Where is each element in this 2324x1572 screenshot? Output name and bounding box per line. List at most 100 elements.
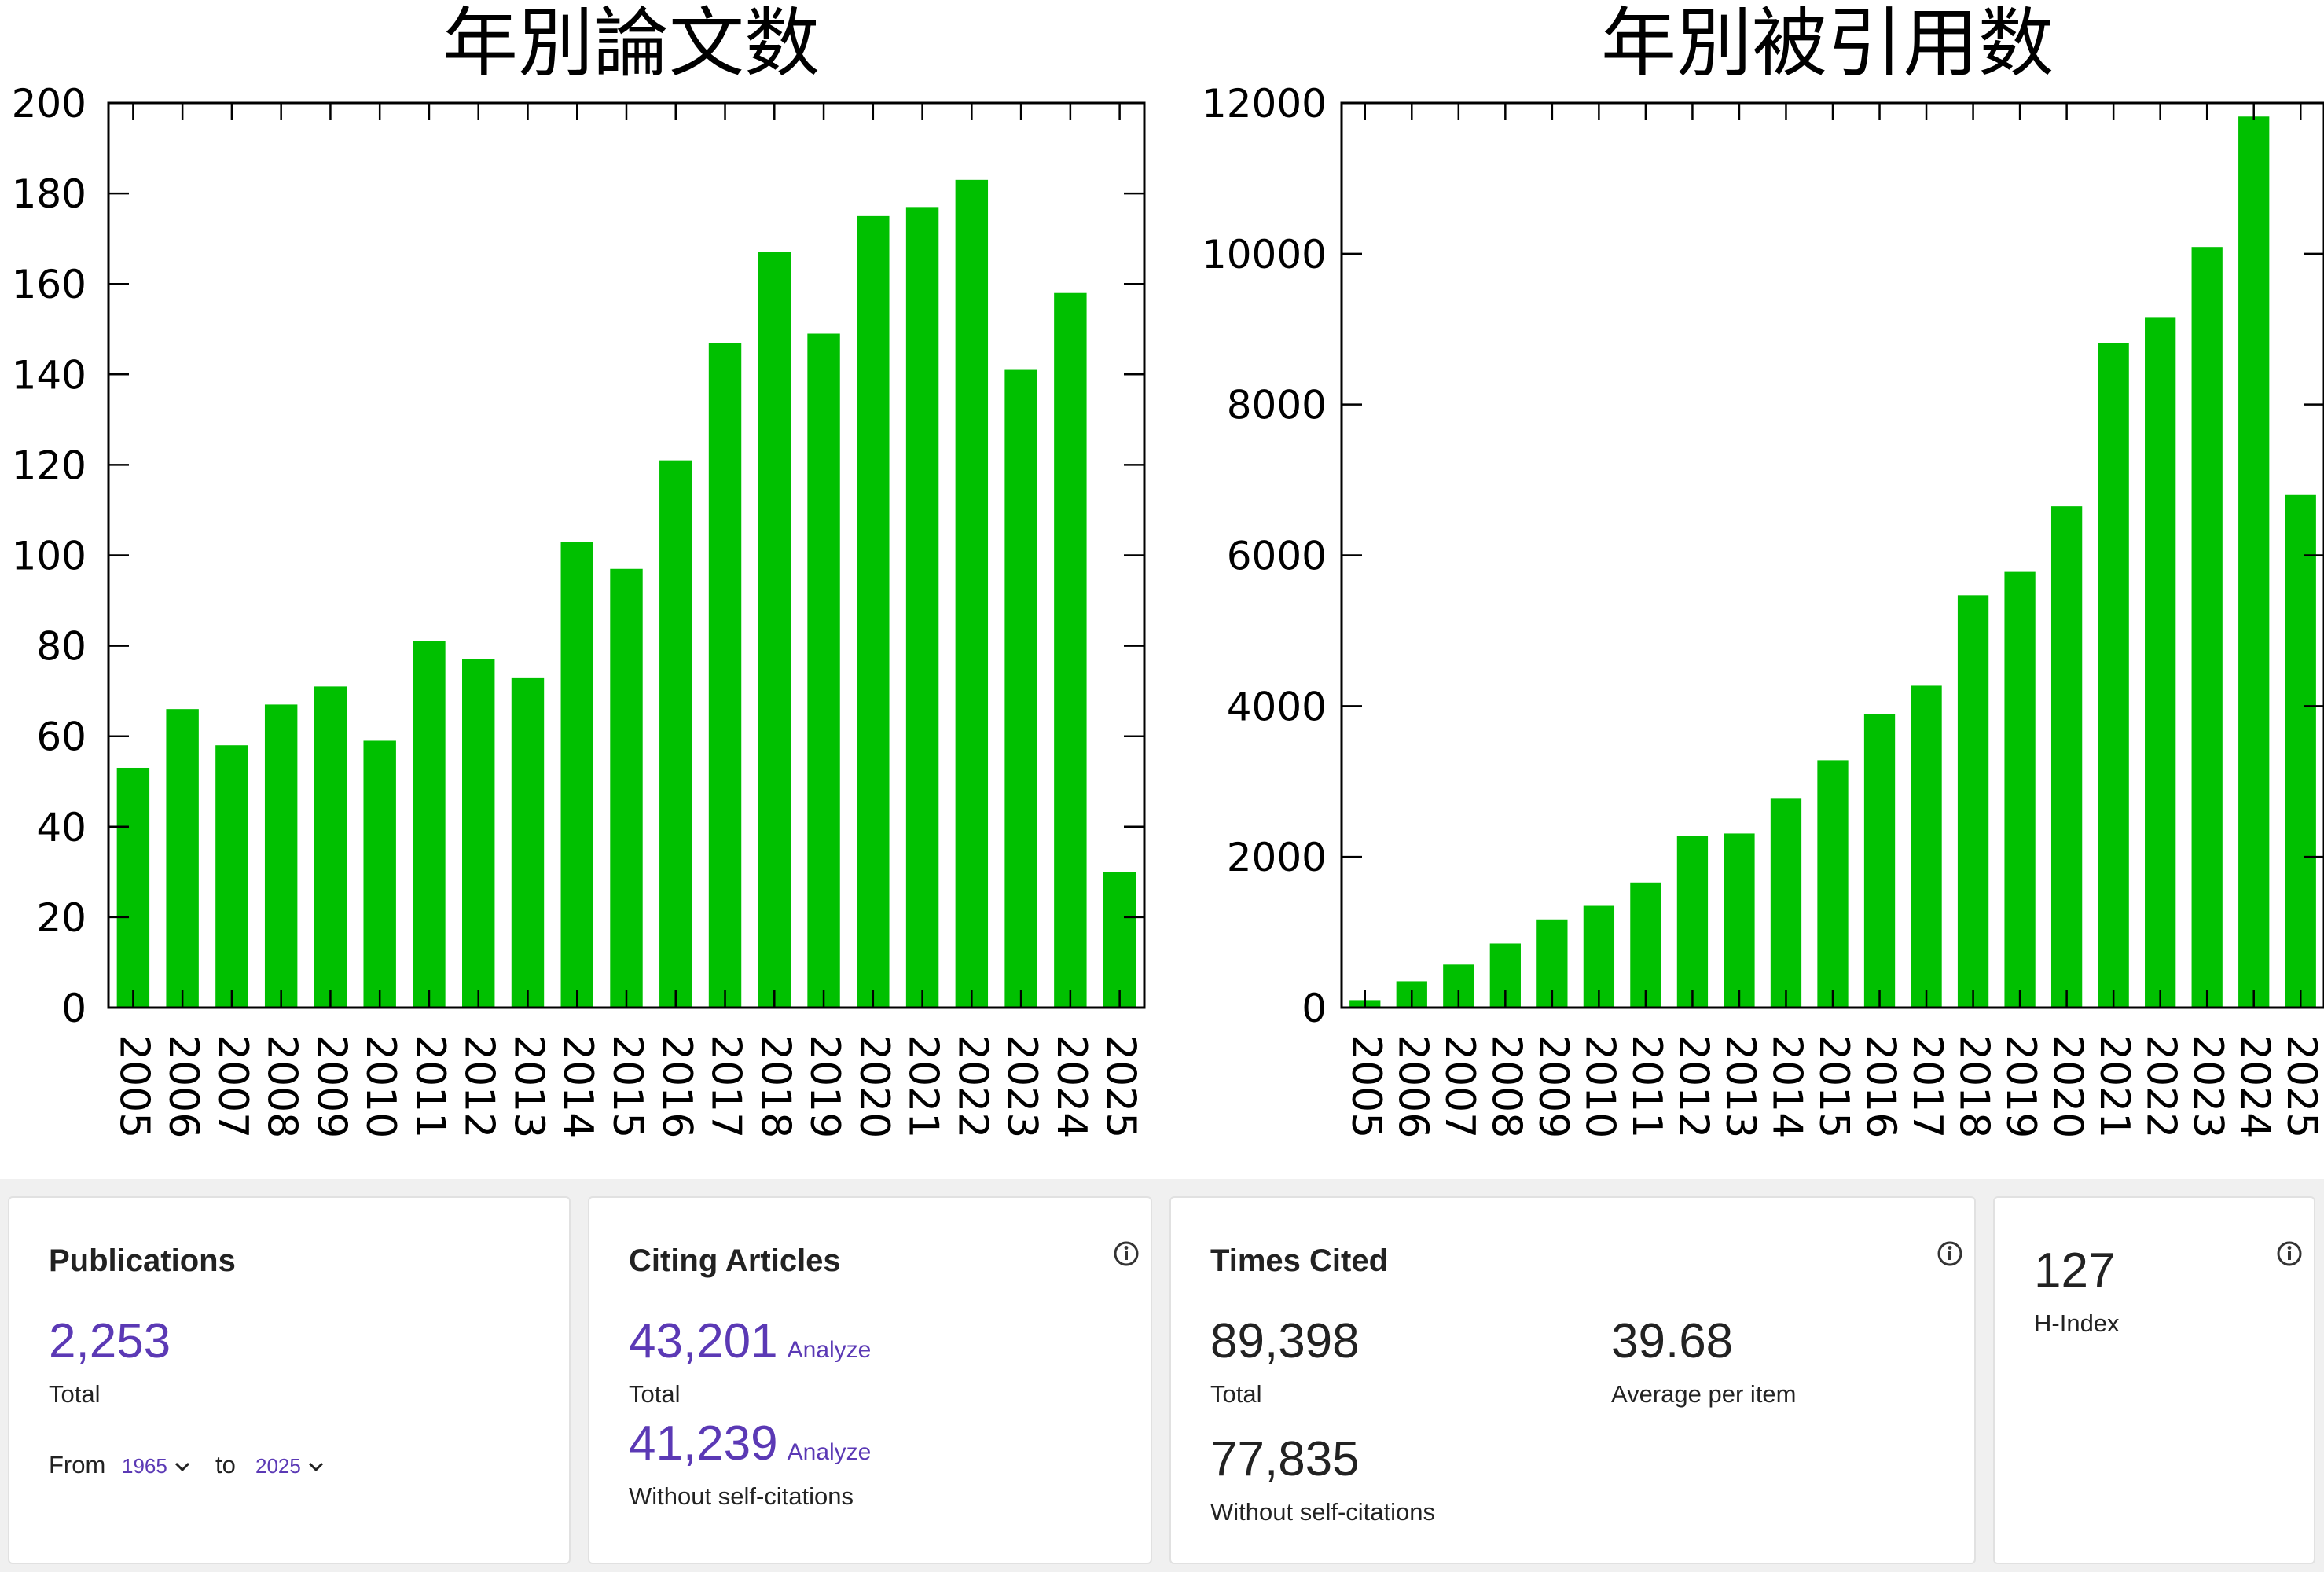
x-tick-label: 2018 <box>1951 1034 1998 1138</box>
x-tick-label: 2017 <box>703 1034 750 1138</box>
bar-2012 <box>462 659 495 1008</box>
bar-2018 <box>758 252 791 1008</box>
x-tick-label: 2006 <box>160 1034 207 1138</box>
times-cited-without-self: 77,835 <box>1210 1432 1360 1486</box>
analyze-link-without-self[interactable]: Analyze <box>787 1439 872 1465</box>
x-tick-label: 2019 <box>801 1034 848 1138</box>
bar-2013 <box>511 677 545 1008</box>
y-tick-label: 10000 <box>1202 232 1327 277</box>
publications-card: Publications 2,253 Total From 1965 to 20… <box>8 1196 571 1564</box>
info-icon[interactable] <box>1937 1240 1963 1267</box>
bar-2022 <box>955 179 989 1008</box>
bar-2006 <box>166 709 199 1008</box>
x-tick-label: 2018 <box>751 1034 799 1138</box>
y-tick-label: 80 <box>36 624 86 670</box>
bar-2016 <box>1863 714 1896 1008</box>
info-icon[interactable] <box>1113 1240 1140 1267</box>
bar-2009 <box>314 686 347 1008</box>
publications-title: Publications <box>49 1243 236 1278</box>
bar-2015 <box>610 568 643 1008</box>
average-per-item: 39.68 <box>1611 1314 1734 1368</box>
y-tick-label: 60 <box>36 714 86 760</box>
bar-2017 <box>708 343 742 1008</box>
bar-2023 <box>2191 247 2223 1008</box>
x-tick-label: 2007 <box>1436 1034 1483 1138</box>
h-index-card: 127 H-Index <box>1993 1196 2315 1564</box>
bar-2021 <box>2098 343 2129 1008</box>
x-tick-label: 2013 <box>505 1034 552 1138</box>
bar-2008 <box>264 704 298 1008</box>
bar-2017 <box>1911 685 1942 1008</box>
x-tick-label: 2023 <box>998 1034 1045 1138</box>
x-tick-label: 2005 <box>110 1034 157 1138</box>
y-tick-label: 0 <box>61 986 86 1031</box>
x-tick-label: 2025 <box>1097 1034 1144 1138</box>
citing-articles-title: Citing Articles <box>629 1243 841 1278</box>
info-icon[interactable] <box>2276 1240 2303 1267</box>
y-tick-label: 8000 <box>1227 383 1327 428</box>
y-tick-label: 12000 <box>1202 81 1327 127</box>
x-tick-label: 2013 <box>1716 1034 1764 1138</box>
to-label: to <box>215 1451 236 1478</box>
y-tick-label: 20 <box>36 895 86 941</box>
y-tick-label: 140 <box>12 352 86 398</box>
chart-title: 年別被引用数 <box>1601 0 2054 87</box>
bar-2016 <box>659 460 692 1008</box>
bar-2019 <box>807 333 840 1008</box>
x-tick-label: 2023 <box>2184 1034 2231 1138</box>
chart-title: 年別論文数 <box>442 0 820 87</box>
bar-2018 <box>1957 595 1989 1008</box>
from-year-select[interactable]: 1965 <box>122 1454 191 1478</box>
citing-articles-without-self[interactable]: 41,239 <box>629 1416 778 1471</box>
x-tick-label: 2016 <box>653 1034 700 1138</box>
bar-2015 <box>1817 760 1849 1008</box>
publications-count[interactable]: 2,253 <box>49 1314 171 1368</box>
bar-2013 <box>1724 833 1755 1008</box>
x-tick-label: 2009 <box>307 1034 354 1138</box>
x-tick-label: 2014 <box>554 1034 601 1138</box>
bar-2025 <box>1103 872 1136 1008</box>
chevron-down-icon <box>308 1462 323 1471</box>
y-tick-label: 6000 <box>1227 534 1327 579</box>
bar-2024 <box>1054 292 1087 1008</box>
bar-2011 <box>1630 882 1661 1008</box>
bar-2014 <box>560 542 593 1008</box>
x-tick-label: 2011 <box>1623 1034 1670 1138</box>
h-index-value: 127 <box>2034 1243 2116 1298</box>
x-tick-label: 2022 <box>2138 1034 2185 1138</box>
x-tick-label: 2024 <box>1048 1034 1095 1138</box>
x-tick-label: 2007 <box>209 1034 256 1138</box>
citing-without-self-label: Without self-citations <box>629 1482 854 1510</box>
bar-2021 <box>905 207 939 1008</box>
x-tick-label: 2005 <box>1342 1034 1390 1138</box>
x-tick-label: 2016 <box>1857 1034 1904 1138</box>
bar-2012 <box>1676 836 1709 1008</box>
chevron-down-icon <box>174 1462 189 1471</box>
analyze-link[interactable]: Analyze <box>787 1337 872 1363</box>
bar-2011 <box>413 641 446 1008</box>
h-index-label: H-Index <box>2034 1309 2120 1337</box>
from-year-value: 1965 <box>122 1454 167 1478</box>
bar-2020 <box>2050 506 2083 1008</box>
bar-2010 <box>363 740 396 1008</box>
from-label: From <box>49 1451 106 1478</box>
x-tick-label: 2024 <box>2231 1034 2278 1138</box>
x-tick-label: 2022 <box>949 1034 996 1138</box>
to-year-select[interactable]: 2025 <box>255 1454 325 1478</box>
x-tick-label: 2012 <box>1669 1034 1716 1138</box>
bar-2024 <box>2238 116 2270 1008</box>
citing-articles-total[interactable]: 43,201 <box>629 1314 778 1368</box>
average-per-item-label: Average per item <box>1611 1380 1797 1408</box>
y-tick-label: 160 <box>12 262 86 307</box>
x-tick-label: 2015 <box>1810 1034 1857 1138</box>
x-tick-label: 2015 <box>604 1034 651 1138</box>
times-cited-without-self-label: Without self-citations <box>1210 1498 1435 1526</box>
x-tick-label: 2008 <box>1482 1034 1529 1138</box>
x-tick-label: 2020 <box>850 1034 898 1138</box>
bar-2007 <box>215 745 248 1008</box>
x-tick-label: 2010 <box>357 1034 404 1138</box>
x-tick-label: 2021 <box>2091 1034 2138 1138</box>
bar-2022 <box>2145 317 2176 1008</box>
x-tick-label: 2025 <box>2278 1034 2324 1138</box>
bar-2019 <box>2004 571 2036 1008</box>
